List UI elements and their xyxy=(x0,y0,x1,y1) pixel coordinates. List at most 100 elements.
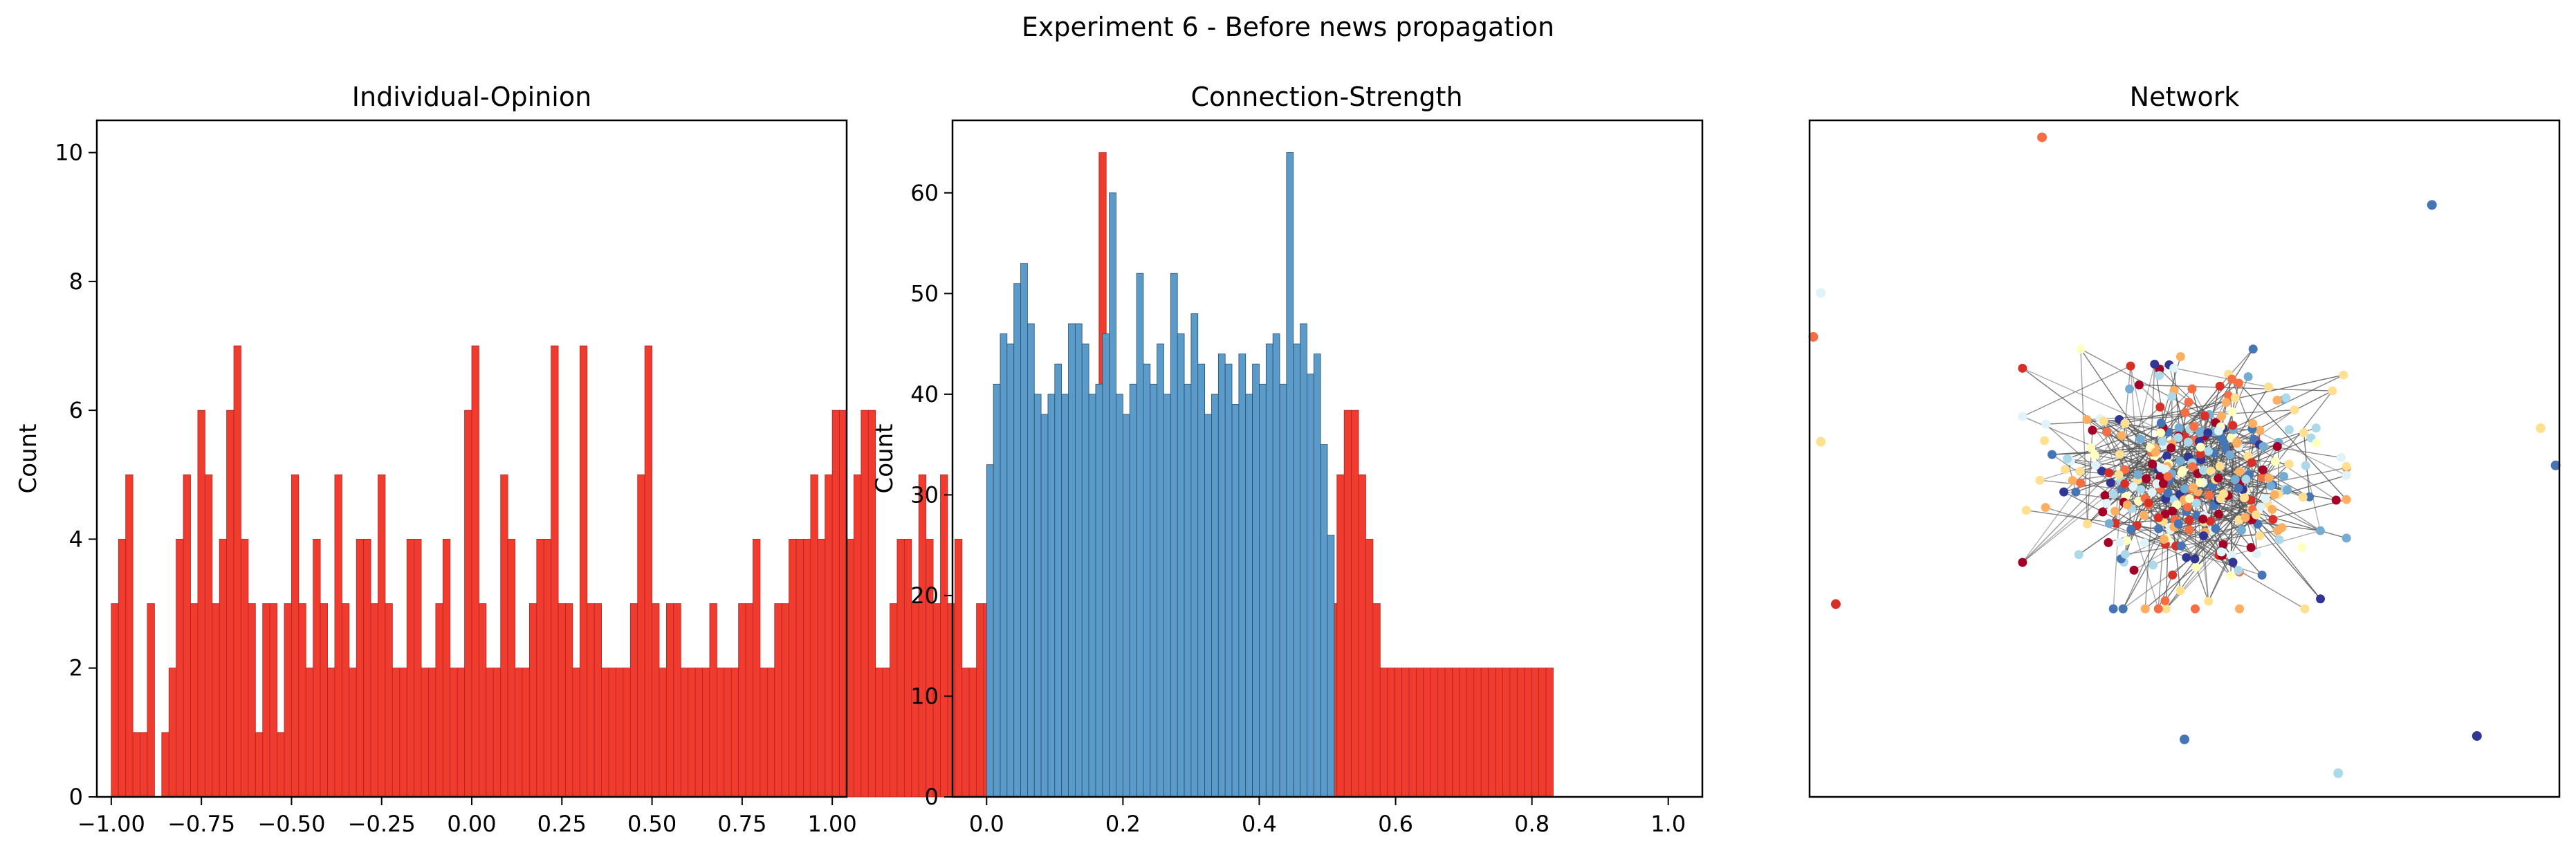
network-node xyxy=(2252,549,2261,558)
network-node xyxy=(2160,596,2170,606)
network-node xyxy=(2221,398,2231,407)
opinion-bar xyxy=(594,603,602,798)
network-node xyxy=(2091,461,2101,470)
opinion-xtick-label: 0.25 xyxy=(537,811,587,837)
opinion-bar xyxy=(1545,668,1554,798)
strength-bar xyxy=(1327,535,1335,798)
opinion-bar xyxy=(680,668,689,798)
opinion-bar xyxy=(421,668,429,798)
opinion-bar xyxy=(688,668,696,798)
network-node xyxy=(2240,493,2250,503)
opinion-bar xyxy=(1502,668,1511,798)
strength-bar xyxy=(1265,343,1273,798)
opinion-bar xyxy=(1416,668,1424,798)
network-node xyxy=(2151,448,2160,457)
network-node xyxy=(2184,525,2194,535)
opinion-bar xyxy=(781,603,790,798)
network-node xyxy=(2118,604,2128,614)
network-node xyxy=(2142,474,2151,484)
strength-bar xyxy=(1116,394,1123,798)
network-node xyxy=(2018,558,2027,567)
network-node xyxy=(2283,485,2292,495)
network-edge xyxy=(2022,365,2131,417)
opinion-bar xyxy=(1495,668,1503,798)
network-node xyxy=(2342,495,2351,504)
strength-bar xyxy=(1177,333,1185,798)
network-node xyxy=(2237,525,2247,535)
opinion-bar xyxy=(1423,668,1431,798)
network-node xyxy=(2187,462,2197,472)
opinion-xtick-label: 1.00 xyxy=(808,811,857,837)
strength-bar xyxy=(1259,383,1267,798)
network-node xyxy=(2169,363,2179,373)
strength-bar xyxy=(1163,394,1171,798)
network-node xyxy=(2228,558,2238,567)
opinion-bar xyxy=(132,732,140,798)
network-node xyxy=(2134,380,2144,389)
opinion-bars xyxy=(111,152,1554,798)
opinion-bar xyxy=(608,668,616,798)
opinion-histogram-title: Individual-Opinion xyxy=(352,82,591,112)
strength-bar xyxy=(1279,383,1287,798)
strength-bar xyxy=(1136,273,1144,798)
opinion-bar xyxy=(1372,603,1381,798)
opinion-bar xyxy=(1538,668,1547,798)
strength-bar xyxy=(1020,263,1028,798)
network-node xyxy=(2189,422,2199,432)
opinion-bar xyxy=(926,539,934,798)
network-node xyxy=(2272,442,2282,452)
network-node xyxy=(2189,483,2198,493)
network-plot-title: Network xyxy=(2130,82,2240,112)
network-node xyxy=(2214,509,2223,519)
network-node xyxy=(2162,451,2172,461)
strength-bar xyxy=(1129,383,1137,798)
network-node xyxy=(2247,458,2256,468)
network-outlier-node xyxy=(2535,423,2546,433)
opinion-bar xyxy=(385,603,393,798)
opinion-bar xyxy=(1394,668,1402,798)
strength-xtick-label: 0.8 xyxy=(1514,811,1549,837)
opinion-bar xyxy=(327,668,335,798)
opinion-bar xyxy=(795,539,804,798)
network-node xyxy=(2232,439,2242,448)
strength-histogram-title: Connection-Strength xyxy=(1190,82,1462,112)
strength-bar xyxy=(1272,333,1280,798)
opinion-bar xyxy=(313,539,321,798)
opinion-bar xyxy=(940,474,948,798)
figure-title: Experiment 6 - Before news propagation xyxy=(1022,12,1554,42)
strength-bar xyxy=(1204,414,1212,798)
network-node xyxy=(2190,604,2200,614)
network-node xyxy=(2272,395,2282,405)
opinion-xtick-label: −0.75 xyxy=(167,811,235,837)
strength-bar xyxy=(1027,323,1035,798)
opinion-ytick-label: 10 xyxy=(55,140,83,166)
opinion-bar xyxy=(500,474,508,798)
opinion-bar xyxy=(579,345,588,798)
network-node xyxy=(2255,425,2265,435)
strength-axis-ticks: 0.0 0.2 0.4 0.6 0.8 1.0 0 10 20 30 40 50 60 xyxy=(910,180,1686,837)
network-node xyxy=(2199,466,2209,475)
network-node xyxy=(2059,487,2069,497)
strength-bar xyxy=(1081,343,1089,798)
network-node xyxy=(2246,543,2256,553)
opinion-bar xyxy=(673,603,681,798)
strength-bar xyxy=(1224,363,1233,798)
network-node xyxy=(2187,384,2197,394)
network-node xyxy=(2274,535,2284,544)
opinion-bar xyxy=(730,668,739,798)
network-edge xyxy=(2208,477,2270,602)
network-node xyxy=(2264,473,2274,483)
network-edge xyxy=(2219,349,2254,387)
network-node xyxy=(2337,453,2346,463)
opinion-bar xyxy=(846,539,854,798)
opinion-bar xyxy=(558,603,566,798)
opinion-bar xyxy=(854,474,862,798)
opinion-bar xyxy=(219,539,228,798)
strength-bar xyxy=(1047,394,1056,798)
network-node xyxy=(2101,499,2111,508)
strength-bar xyxy=(1217,353,1226,798)
network-node xyxy=(2163,472,2173,481)
network-edge xyxy=(2164,490,2246,601)
opinion-axis-ticks: −1.00 −0.75 −0.50 −0.25 0.00 0.25 0.50 0.75 1.00… xyxy=(55,140,856,837)
strength-bar xyxy=(1211,394,1219,798)
